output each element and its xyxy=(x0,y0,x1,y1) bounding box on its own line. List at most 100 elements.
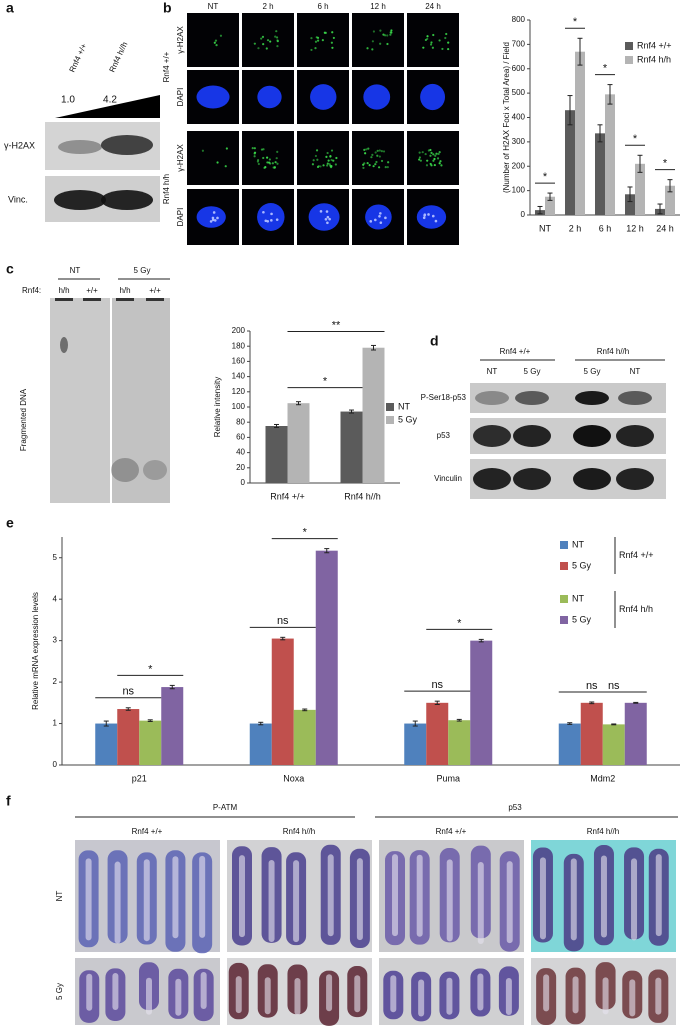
error-bar xyxy=(478,638,484,643)
significance-label: * xyxy=(543,171,548,183)
focus xyxy=(366,47,369,50)
nucleus xyxy=(257,203,285,231)
focus xyxy=(253,151,257,154)
villus-core xyxy=(200,972,207,1010)
micrograph xyxy=(352,131,404,185)
focus xyxy=(370,156,373,159)
error-bar xyxy=(258,721,264,726)
focus xyxy=(310,37,313,40)
legend-swatch xyxy=(560,541,568,549)
focus xyxy=(330,158,333,162)
focus xyxy=(365,148,368,151)
panel-label: e xyxy=(6,515,14,531)
focus xyxy=(371,40,374,43)
legend-label: 5 Gy xyxy=(398,414,418,424)
error-bar xyxy=(371,344,376,351)
focus xyxy=(327,159,330,162)
focus xyxy=(325,155,328,158)
bar xyxy=(287,403,310,483)
genotype-label: Rnf4 +/+ xyxy=(162,51,171,82)
focus xyxy=(314,47,317,50)
villus-core xyxy=(145,977,152,1015)
stain-header: p53 xyxy=(508,803,522,812)
focus xyxy=(257,158,260,162)
focus xyxy=(447,47,450,51)
focus xyxy=(262,210,265,214)
focus xyxy=(310,48,313,52)
focus xyxy=(419,159,422,162)
x-tick-label: 12 h xyxy=(626,223,644,233)
focus xyxy=(251,147,254,150)
bar xyxy=(624,702,647,765)
villus-core xyxy=(543,974,550,1012)
focus xyxy=(326,162,329,165)
y-tick-label: 100 xyxy=(512,186,526,195)
focus xyxy=(316,158,319,161)
legend-group-label: Rnf4 +/+ xyxy=(619,550,654,560)
focus xyxy=(441,47,444,51)
focus xyxy=(275,157,278,160)
focus xyxy=(426,159,429,162)
villus-core xyxy=(477,973,484,1011)
nucleus xyxy=(196,85,230,109)
error-bar xyxy=(324,548,330,554)
focus xyxy=(253,147,256,150)
focus xyxy=(312,159,315,162)
blot-band xyxy=(618,391,652,405)
bar xyxy=(470,640,493,765)
y-tick-label: 20 xyxy=(236,463,245,472)
bar xyxy=(161,687,184,765)
focus xyxy=(374,163,377,166)
focus xyxy=(379,42,382,45)
villus-core xyxy=(506,861,513,944)
focus xyxy=(434,219,438,223)
focus xyxy=(418,151,421,154)
legend-swatch xyxy=(386,403,394,411)
focus xyxy=(330,165,333,168)
focus xyxy=(317,165,320,168)
focus xyxy=(268,161,271,164)
significance-label: * xyxy=(633,133,638,145)
significance-label: * xyxy=(148,663,153,675)
error-bar xyxy=(633,701,639,704)
lane-title: Rnf4: xyxy=(22,286,41,295)
stain-label: DAPI xyxy=(176,88,185,107)
error-bar xyxy=(577,37,583,66)
error-bar xyxy=(169,684,175,690)
bar xyxy=(95,723,118,765)
focus xyxy=(311,163,315,166)
y-tick-label: 300 xyxy=(512,137,526,146)
focus xyxy=(324,218,328,221)
focus xyxy=(376,149,379,152)
focus xyxy=(215,44,218,47)
focus xyxy=(330,149,334,152)
bar xyxy=(605,94,615,215)
focus xyxy=(322,164,325,167)
significance-label: ns xyxy=(431,679,443,691)
focus xyxy=(387,161,390,164)
significance-label: ns xyxy=(586,680,598,692)
focus xyxy=(314,154,318,158)
focus xyxy=(328,162,331,166)
focus xyxy=(315,149,319,152)
blot-band xyxy=(101,135,153,155)
bar xyxy=(448,720,471,765)
gel-smear xyxy=(111,458,139,482)
focus xyxy=(378,214,381,218)
legend-swatch xyxy=(625,56,633,64)
error-bar xyxy=(611,723,617,726)
focus xyxy=(270,212,273,216)
villus-core xyxy=(294,978,301,1016)
y-tick-label: 200 xyxy=(512,161,526,170)
nucleus xyxy=(363,84,391,110)
bar xyxy=(575,51,585,215)
focus xyxy=(386,165,389,169)
villus-core xyxy=(505,977,512,1015)
legend-label: Rnf4 +/+ xyxy=(637,40,672,50)
panel-label: b xyxy=(163,0,172,16)
y-tick-label: 0 xyxy=(53,760,58,769)
stain-label: DAPI xyxy=(176,208,185,227)
focus xyxy=(371,153,374,156)
villus-core xyxy=(326,974,333,1012)
error-bar xyxy=(537,205,543,215)
